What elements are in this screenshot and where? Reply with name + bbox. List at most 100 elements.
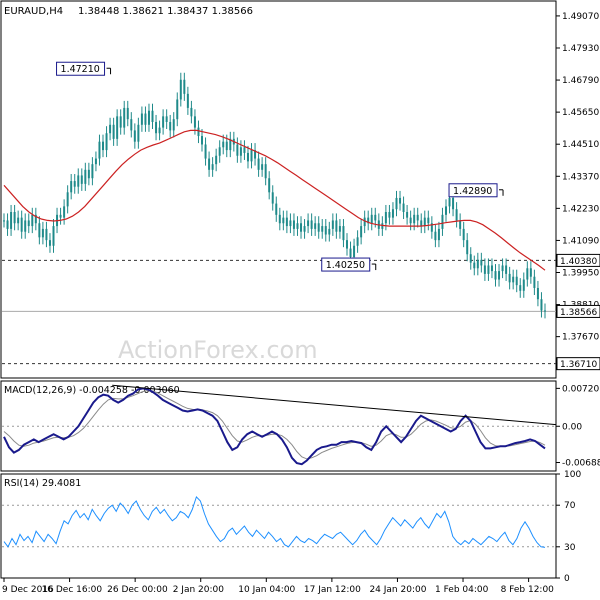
candle-body [155, 121, 158, 134]
candle-body [66, 192, 69, 207]
candle-body [105, 133, 108, 151]
candle-body [137, 124, 140, 142]
candle-body [342, 226, 345, 241]
candle-body [186, 93, 189, 108]
rsi-tick-label: 0 [564, 574, 570, 584]
annotation-label: 1.47210 [61, 64, 100, 75]
candle-body [165, 116, 168, 122]
candle-body [215, 155, 218, 165]
header-ohlc: 1.38448 1.38621 1.38437 1.38566 [78, 6, 253, 17]
annotation-label: 1.42890 [453, 186, 492, 197]
macd-tick-label: 0.00 [562, 422, 582, 432]
candle-body [285, 217, 288, 227]
candle-body [34, 214, 37, 224]
header-symbol: EURAUD,H4 [4, 6, 63, 17]
candle-body [515, 276, 518, 286]
price-panel-frame [0, 0, 557, 379]
macd-trendline [112, 384, 557, 426]
candle-body [31, 214, 34, 227]
candle-body [41, 228, 44, 238]
candle-body [102, 141, 105, 151]
price-annotations: 1.47210 1.40250 1.42890 [56, 61, 504, 272]
annotation-box [321, 257, 371, 272]
candle-body [6, 220, 9, 229]
candle-body [490, 265, 493, 272]
candle-body [533, 276, 536, 288]
candle-body [427, 217, 430, 224]
candle-body [494, 271, 497, 280]
candle-body [63, 206, 66, 218]
candle-body [314, 223, 317, 229]
candle-body [391, 209, 394, 218]
candle-body [310, 220, 313, 229]
price-tick-label: 1.43370 [562, 172, 599, 182]
rsi-tick-label: 70 [564, 501, 576, 511]
candle-body [402, 203, 405, 213]
price-tick-label: 1.44510 [562, 140, 599, 150]
candle-body [296, 223, 299, 229]
candle-body [84, 169, 87, 184]
candle-body [331, 220, 334, 229]
candle-body [109, 124, 112, 134]
price-levels: 1.40380 1.38566 1.36710 [2, 253, 600, 371]
candle-body [59, 214, 62, 218]
candle-body [179, 79, 182, 100]
price-level-label: 1.38566 [560, 308, 597, 318]
candle-body [462, 228, 465, 241]
time-tick-label: 1 Feb 04:00 [435, 585, 489, 595]
candle-body [144, 113, 147, 125]
price-tick-label: 1.41090 [562, 236, 599, 246]
rsi-tick-label: 30 [564, 543, 576, 553]
price-level-box [556, 357, 600, 371]
candle-body [508, 273, 511, 283]
macd-panel: MACD(12,26,9) -0.004258 -0.003060 0.0072… [0, 380, 600, 472]
candle-body [246, 152, 249, 162]
candle-body [225, 141, 228, 151]
time-tick-label: 17 Jan 12:00 [304, 585, 361, 595]
candle-body [452, 197, 455, 210]
price-tick-label: 1.49070 [562, 12, 599, 22]
candle-body [360, 226, 363, 238]
candle-body [126, 107, 129, 120]
time-tick-label: 16 Dec 16:00 [42, 585, 103, 595]
candle-body [353, 245, 356, 258]
candle-body [27, 220, 30, 227]
candle-body [455, 209, 458, 221]
candle-body [335, 220, 338, 232]
moving-average-line [3, 129, 546, 271]
candle-body [529, 268, 532, 277]
rsi-line [3, 495, 546, 548]
candle-body [303, 226, 306, 232]
candle-body [420, 220, 423, 227]
candle-body [406, 212, 409, 218]
candle-body [264, 164, 267, 179]
candle-body [80, 175, 83, 184]
macd-tick-label: 0.007201 [562, 384, 600, 394]
time-tick-label: 26 Dec 00:00 [107, 585, 168, 595]
candle-body [130, 119, 133, 131]
candle-body [487, 265, 490, 274]
candle-body [77, 175, 80, 187]
candle-body [349, 248, 352, 258]
rsi-panel: RSI(14) 29.4081 100 70 30 0 [0, 470, 581, 584]
candle-body [292, 220, 295, 229]
price-level-label: 1.40380 [560, 257, 597, 267]
candle-body [257, 158, 260, 170]
candle-body [197, 127, 200, 137]
macd-line [3, 387, 546, 466]
candle-body [448, 197, 451, 207]
candle-body [183, 79, 186, 94]
candle-body [434, 231, 437, 241]
candle-body [158, 127, 161, 134]
candle-body [338, 226, 341, 232]
candle-body [289, 220, 292, 227]
rsi-y-axis: 100 70 30 0 [2, 470, 581, 584]
candle-body [211, 164, 214, 170]
candle-body [20, 217, 23, 232]
candle-body [261, 164, 264, 170]
candle-body [17, 217, 20, 224]
candle-body [328, 228, 331, 235]
time-tick-label: 9 Dec 2016 [2, 585, 54, 595]
